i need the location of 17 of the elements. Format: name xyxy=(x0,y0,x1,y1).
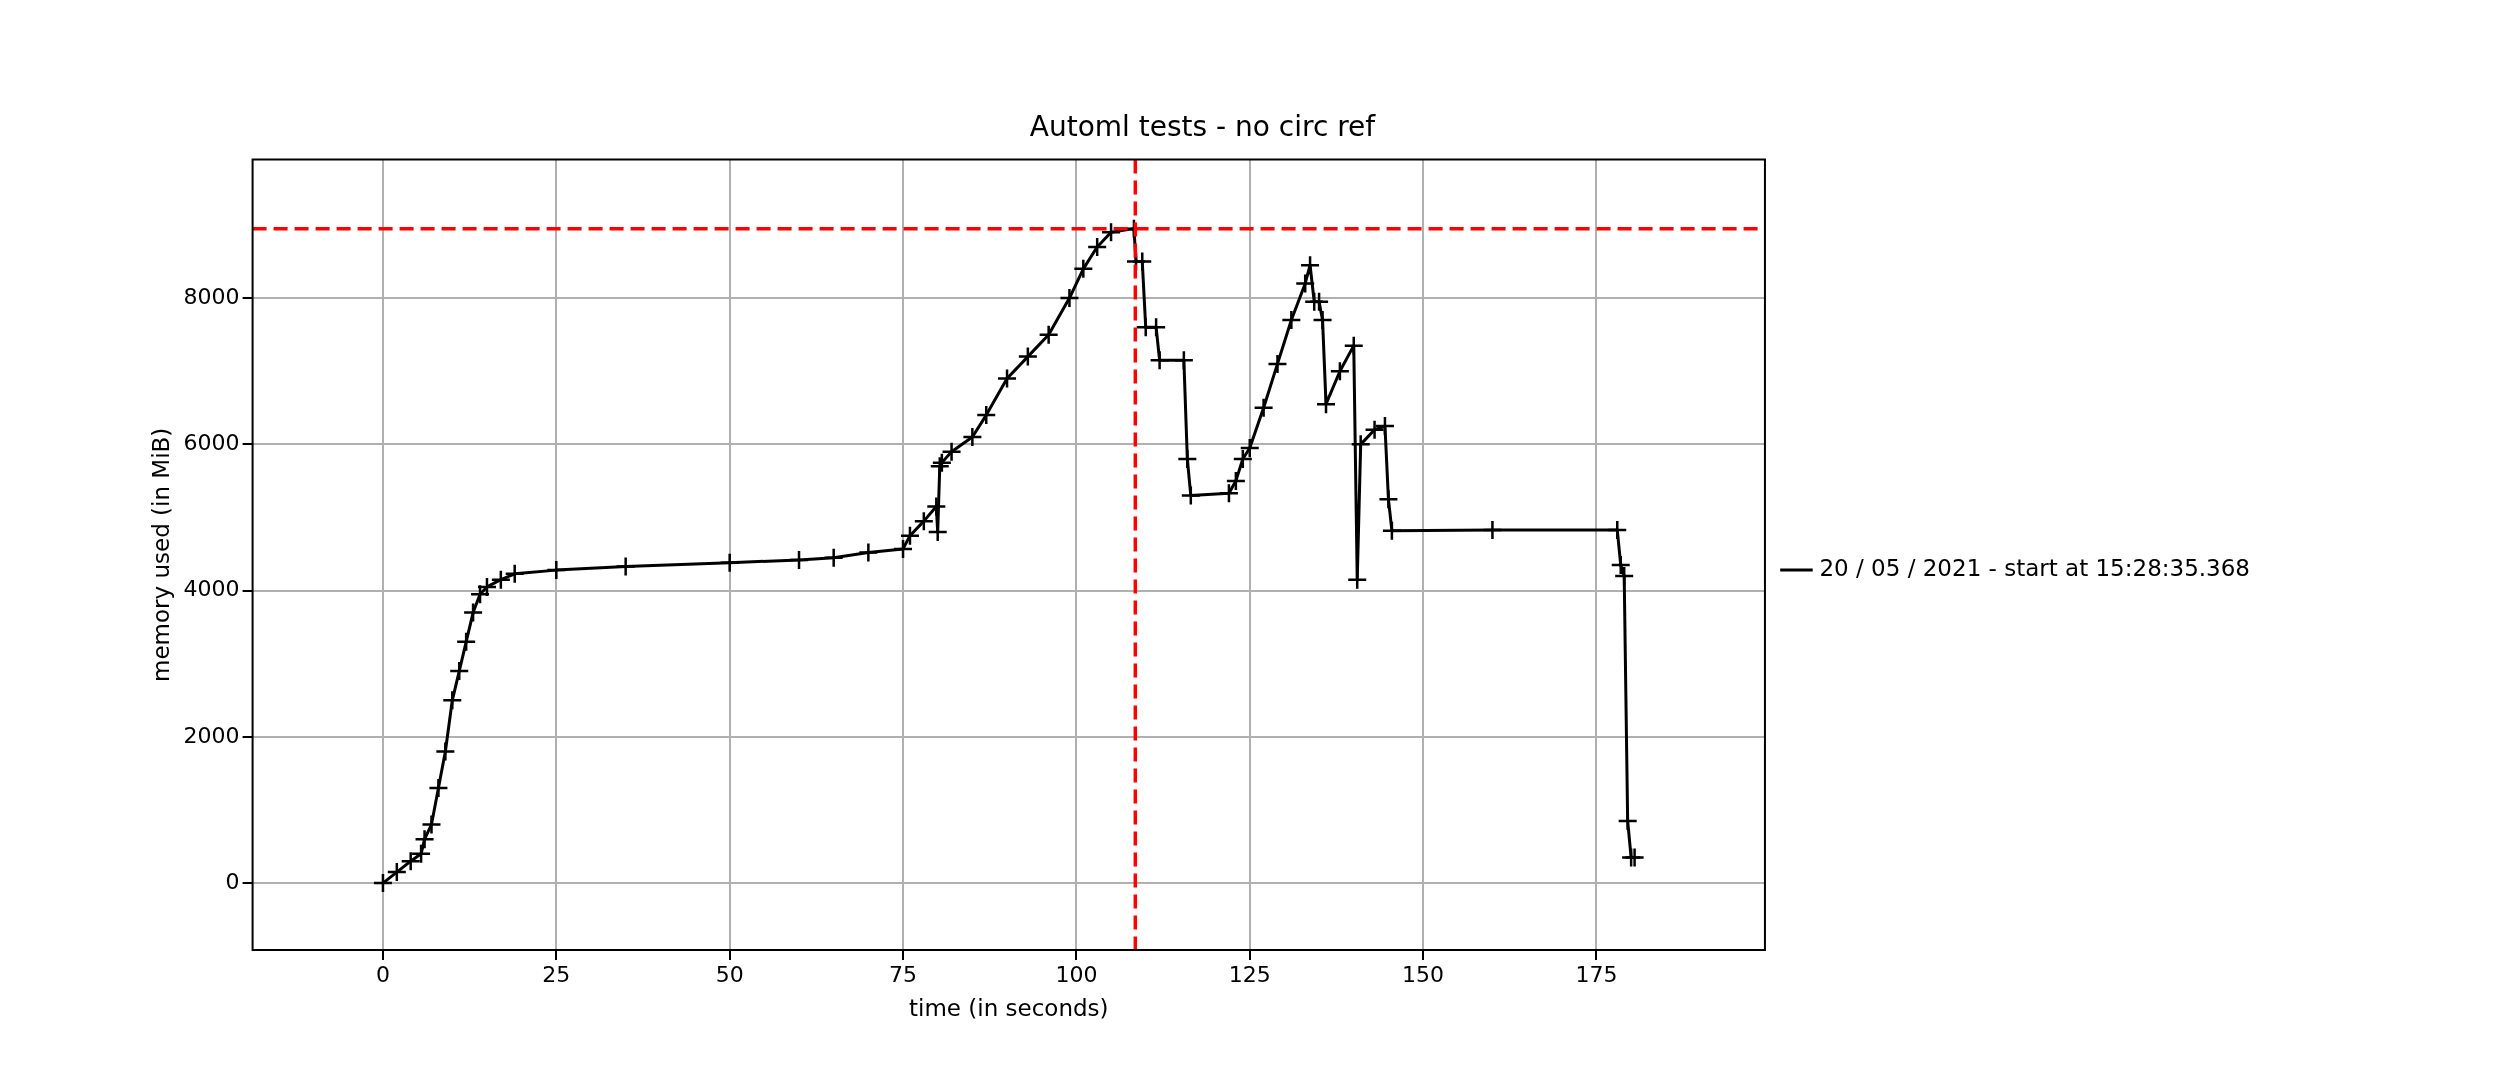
x-tick-label: 75 xyxy=(889,961,918,987)
x-tick-label: 125 xyxy=(1228,961,1271,987)
y-tick-label: 4000 xyxy=(183,576,240,602)
x-tick-label: 150 xyxy=(1402,961,1445,987)
x-tick-label: 0 xyxy=(375,961,390,987)
y-tick-label: 8000 xyxy=(183,283,240,309)
x-tick-label: 100 xyxy=(1055,961,1098,987)
y-tick-label: 0 xyxy=(225,868,240,894)
x-tick-label: 175 xyxy=(1575,961,1618,987)
y-tick-label: 6000 xyxy=(183,430,240,456)
y-tick-label: 2000 xyxy=(183,722,240,748)
chart-title: Automl tests - no circ ref xyxy=(1029,110,1377,144)
x-tick-label: 50 xyxy=(715,961,744,987)
legend-label: 20 / 05 / 2021 - start at 15:28:35.368 xyxy=(1819,554,2250,581)
x-tick-label: 25 xyxy=(542,961,571,987)
x-axis-title: time (in seconds) xyxy=(909,995,1109,1022)
y-axis-title: memory used (in MiB) xyxy=(147,427,174,682)
